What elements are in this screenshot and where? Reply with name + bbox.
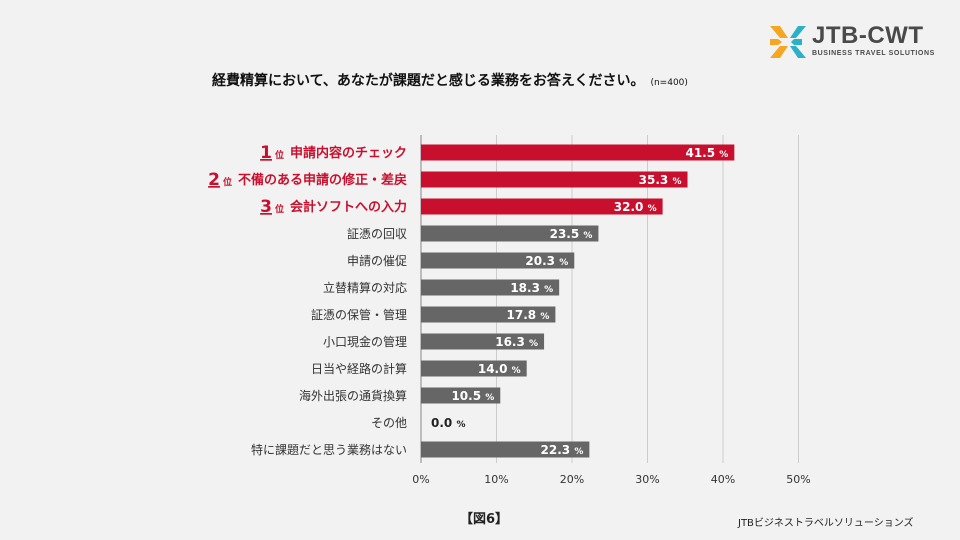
- bar: [421, 144, 735, 161]
- data-label: 10.5 %: [451, 389, 494, 403]
- data-label: 20.3 %: [525, 254, 568, 268]
- footer-credit: JTBビジネストラベルソリューションズ: [738, 518, 914, 529]
- figure-label: 【図6】: [460, 512, 509, 527]
- bar: [421, 225, 599, 242]
- x-tick-label: 0%: [412, 473, 429, 486]
- data-label: 0.0 %: [431, 416, 465, 430]
- category-label: 証憑の保管・管理: [311, 307, 407, 322]
- category-label: 申請の催促: [347, 254, 407, 268]
- bar: [421, 333, 545, 350]
- bar: [421, 198, 663, 215]
- data-label: 35.3 %: [639, 173, 682, 187]
- sample-size: (n=400): [650, 78, 688, 88]
- x-tick-label: 10%: [484, 473, 508, 486]
- logo-tagline: BUSINESS TRAVEL SOLUTIONS: [812, 50, 935, 57]
- bar: [421, 441, 590, 458]
- chart-title: 経費精算において、あなたが課題だと感じる業務をお答えください。 (n=400): [212, 70, 688, 90]
- data-label: 23.5 %: [550, 227, 593, 241]
- chart-title-text: 経費精算において、あなたが課題だと感じる業務をお答えください。: [212, 73, 645, 89]
- bar: [421, 279, 560, 296]
- category-label: 立替精算の対応: [323, 280, 407, 295]
- data-label: 17.8 %: [507, 308, 550, 322]
- category-label: 小口現金の管理: [323, 334, 407, 349]
- category-label: 特に課題だと思う業務はない: [251, 442, 407, 457]
- bar: [421, 171, 688, 188]
- category-label: 日当や経路の計算: [311, 361, 407, 376]
- x-tick-label: 20%: [560, 473, 584, 486]
- bar: [421, 387, 501, 404]
- x-tick-label: 50%: [786, 473, 810, 486]
- bar: [421, 306, 556, 323]
- bar: [421, 360, 527, 377]
- category-label: その他: [371, 416, 407, 430]
- bar: [421, 252, 575, 269]
- category-label: 海外出張の通貨換算: [299, 388, 407, 403]
- jtb-cwt-logo: JTB-CWT BUSINESS TRAVEL SOLUTIONS: [768, 20, 938, 64]
- data-label: 18.3 %: [510, 281, 553, 295]
- category-label: 証憑の回収: [347, 227, 407, 241]
- category-label: 不備のある申請の修正・差戻: [238, 172, 407, 188]
- data-label: 22.3 %: [541, 443, 584, 457]
- data-label: 14.0 %: [478, 362, 521, 376]
- data-label: 16.3 %: [495, 335, 538, 349]
- x-tick-label: 30%: [635, 473, 659, 486]
- category-label: 申請内容のチェック: [290, 145, 407, 161]
- category-label: 会計ソフトへの入力: [290, 199, 407, 215]
- logo-text: JTB-CWT: [812, 22, 924, 49]
- data-label: 32.0 %: [614, 200, 657, 214]
- data-label: 41.5 %: [685, 146, 728, 160]
- logo-mark-icon: [770, 26, 806, 58]
- x-tick-label: 40%: [711, 473, 735, 486]
